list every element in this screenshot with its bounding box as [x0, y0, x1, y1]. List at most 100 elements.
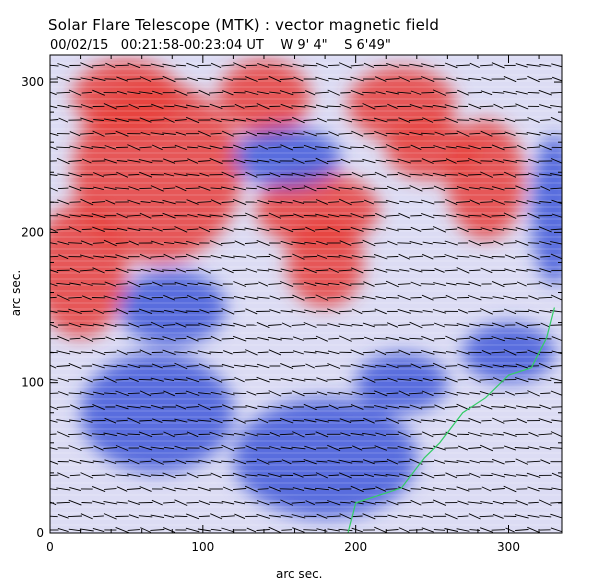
vector-mark	[186, 228, 199, 231]
vector-mark	[503, 308, 517, 315]
vector-mark	[399, 200, 410, 204]
vector-mark	[492, 296, 505, 300]
vector-mark	[432, 433, 447, 436]
vector-mark	[56, 228, 71, 231]
vector-mark	[57, 104, 70, 108]
vector-mark	[362, 500, 376, 505]
vector-mark	[269, 159, 281, 164]
vector-mark	[69, 201, 81, 203]
vector-mark	[268, 75, 282, 83]
vector-mark	[362, 228, 376, 231]
vector-mark	[374, 526, 388, 533]
vector-mark	[50, 392, 59, 394]
vector-mark	[444, 324, 459, 326]
vector-mark	[304, 173, 316, 177]
vector-mark	[550, 294, 562, 301]
vector-mark	[456, 201, 470, 203]
vector-mark	[527, 378, 540, 381]
vector-mark	[445, 91, 457, 94]
vector-mark	[93, 255, 105, 258]
vector-mark	[57, 527, 69, 533]
vector-mark	[315, 418, 329, 423]
vector-mark	[138, 515, 153, 518]
vector-mark	[56, 350, 71, 355]
vector-mark	[361, 310, 376, 313]
vector-mark	[456, 528, 470, 532]
vector-mark	[104, 186, 117, 191]
vector-mark	[104, 78, 117, 80]
vector-mark	[69, 419, 81, 422]
vector-mark	[421, 527, 434, 533]
vector-mark	[293, 472, 304, 478]
vector-mark	[150, 392, 165, 395]
vector-mark	[515, 63, 528, 68]
vector-mark	[515, 363, 529, 369]
vector-field	[50, 62, 562, 533]
vector-mark	[503, 365, 518, 368]
vector-mark	[409, 200, 423, 204]
vector-mark	[409, 240, 423, 246]
vector-mark	[175, 64, 187, 67]
vector-mark	[245, 378, 258, 381]
vector-mark	[291, 172, 306, 177]
vector-mark	[492, 500, 504, 505]
vector-mark	[422, 431, 434, 438]
vector-mark	[267, 64, 282, 67]
vector-mark	[468, 214, 482, 217]
vector-mark	[350, 404, 364, 410]
vector-mark	[444, 240, 458, 246]
vector-mark	[445, 199, 458, 206]
vector-mark	[256, 173, 271, 176]
vector-mark	[398, 76, 410, 82]
vector-mark	[140, 337, 151, 341]
vector-mark	[256, 458, 270, 465]
y-tick-label-300: 300	[21, 75, 44, 89]
vector-mark	[209, 447, 223, 449]
vector-mark	[232, 132, 247, 135]
vector-mark	[468, 513, 481, 520]
vector-mark	[280, 404, 293, 410]
vector-mark	[174, 89, 188, 96]
vector-mark	[185, 527, 200, 533]
vector-mark	[444, 133, 458, 135]
vector-mark	[434, 267, 445, 273]
vector-mark	[491, 214, 506, 217]
vector-mark	[433, 459, 446, 464]
vector-mark	[491, 186, 505, 191]
vector-mark	[445, 282, 457, 286]
vector-mark	[280, 281, 294, 288]
vector-mark	[68, 499, 82, 506]
vector-mark	[409, 337, 423, 340]
vector-mark	[268, 117, 282, 123]
vector-mark	[458, 308, 468, 314]
vector-mark	[256, 296, 270, 299]
vector-mark	[150, 321, 164, 329]
vector-mark	[410, 363, 422, 369]
vector-mark	[81, 158, 92, 164]
vector-mark	[150, 529, 165, 531]
vector-mark	[209, 418, 223, 424]
vector-mark	[456, 323, 470, 327]
vector-mark	[305, 433, 316, 436]
vector-mark	[304, 296, 316, 299]
vector-mark	[233, 158, 246, 164]
vector-mark	[128, 186, 140, 191]
vector-mark	[104, 488, 117, 490]
vector-mark	[292, 390, 305, 397]
vector-mark	[491, 118, 505, 122]
vector-mark	[375, 364, 387, 368]
vector-mark	[386, 500, 399, 506]
vector-mark	[515, 529, 529, 531]
vector-mark	[209, 310, 223, 313]
vector-mark	[128, 377, 139, 383]
vector-mark	[50, 379, 58, 381]
vector-mark	[340, 158, 351, 164]
vector-mark	[457, 500, 469, 505]
vector-mark	[373, 117, 388, 123]
vector-mark	[79, 187, 94, 190]
vector-mark	[244, 242, 258, 244]
vector-mark	[432, 487, 447, 491]
vector-mark	[291, 187, 306, 190]
vector-mark	[56, 76, 70, 82]
